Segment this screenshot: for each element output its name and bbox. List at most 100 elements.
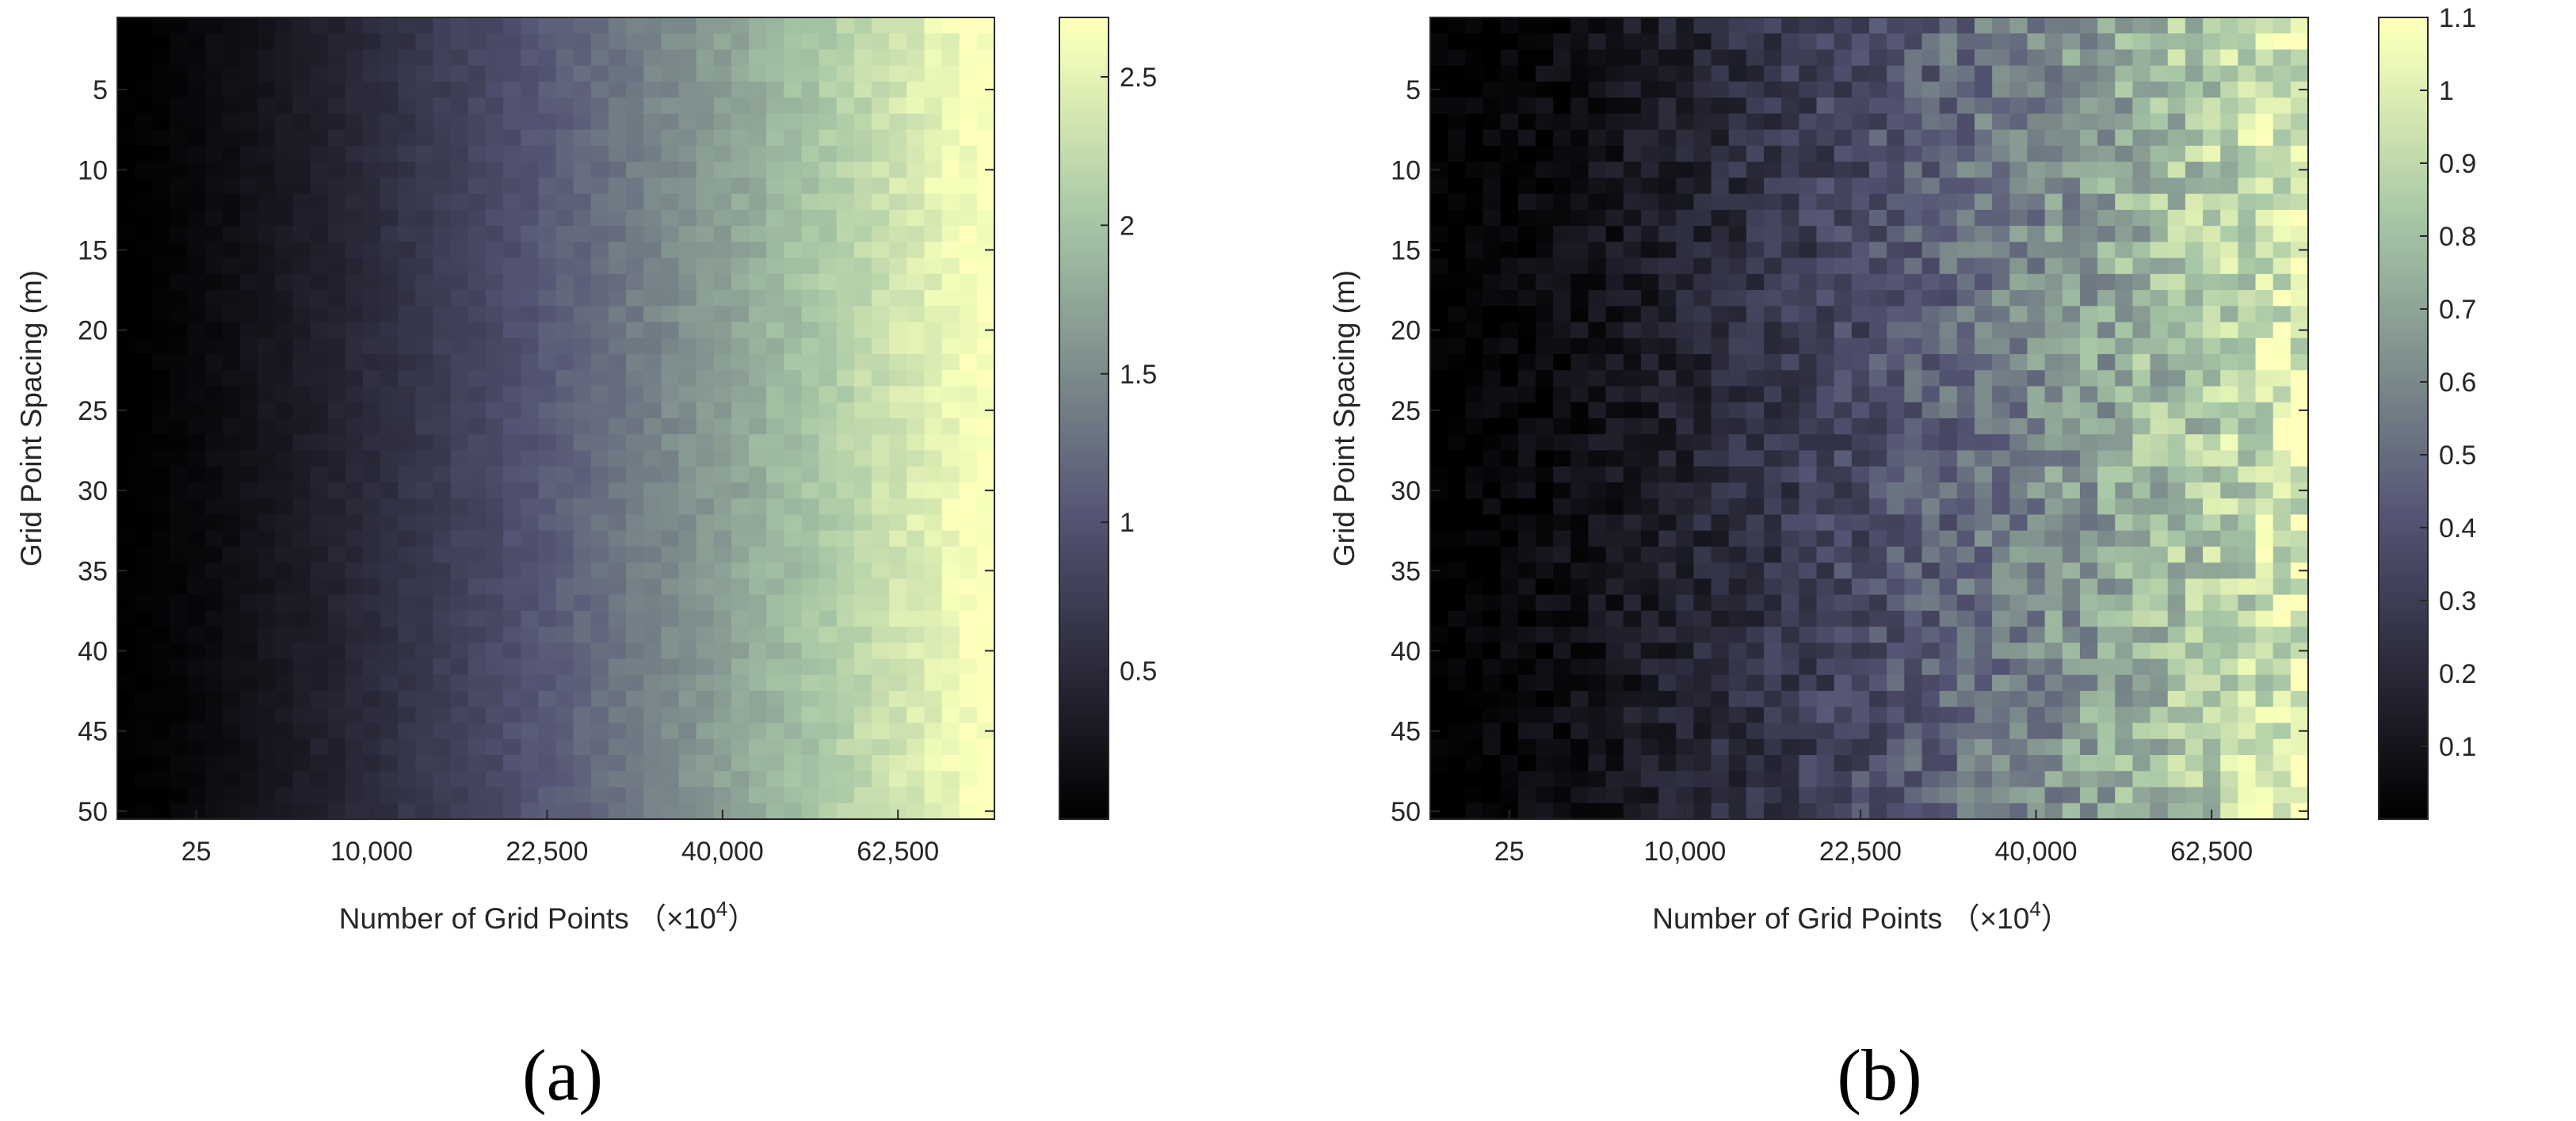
heatmap-cell	[398, 226, 416, 242]
heatmap-cell	[555, 129, 574, 147]
heatmap-cell	[222, 610, 241, 627]
heatmap-cell	[1764, 209, 1782, 227]
heatmap-cell	[2220, 337, 2238, 355]
heatmap-cell	[1570, 402, 1589, 419]
heatmap-cell	[521, 402, 539, 419]
heatmap-cell	[2044, 113, 2063, 131]
heatmap-cell	[2097, 386, 2116, 403]
heatmap-cell	[2079, 658, 2098, 676]
heatmap-cell	[292, 193, 311, 211]
heatmap-cell	[784, 113, 803, 131]
heatmap-cell	[2132, 49, 2151, 67]
heatmap-cell	[1535, 257, 1554, 275]
heatmap-cell	[1887, 530, 1905, 547]
heatmap-cell	[117, 209, 135, 227]
heatmap-cell	[784, 562, 803, 579]
heatmap-cell	[2238, 177, 2257, 195]
heatmap-cell	[467, 17, 487, 34]
heatmap-cell	[2290, 97, 2309, 115]
colorbar-segment	[1059, 814, 1109, 820]
heatmap-cell	[2132, 33, 2151, 51]
heatmap-cell	[1746, 33, 1765, 51]
heatmap-cell	[1992, 226, 2010, 242]
heatmap-cell	[801, 658, 820, 676]
colorbar-segment	[1059, 234, 1109, 238]
heatmap-cell	[1922, 162, 1941, 178]
heatmap-cell	[924, 322, 943, 339]
heatmap-cell	[1799, 498, 1818, 516]
heatmap-cell	[1570, 370, 1589, 387]
heatmap-cell	[327, 65, 346, 82]
heatmap-cell	[590, 787, 609, 804]
heatmap-cell	[135, 402, 153, 419]
heatmap-cell	[608, 755, 627, 772]
heatmap-cell	[2255, 594, 2274, 612]
heatmap-cell	[467, 578, 487, 596]
heatmap-cell	[1887, 466, 1905, 483]
colorbar-tick-label: 2.5	[1120, 63, 1157, 93]
heatmap-cell	[1939, 306, 1958, 323]
heatmap-cell	[1588, 113, 1607, 131]
heatmap-cell	[521, 482, 539, 499]
heatmap-cell	[292, 177, 311, 195]
heatmap-cell	[2044, 594, 2063, 612]
heatmap-cell	[590, 226, 609, 242]
heatmap-cell	[643, 209, 662, 227]
heatmap-cell	[327, 370, 346, 387]
heatmap-cell	[415, 738, 434, 756]
heatmap-cell	[222, 226, 241, 242]
heatmap-cell	[398, 434, 416, 452]
heatmap-cell	[2097, 466, 2116, 483]
heatmap-cell	[380, 257, 399, 275]
heatmap-cell	[1535, 482, 1554, 499]
heatmap-cell	[275, 514, 293, 532]
colorbar-segment	[1059, 742, 1109, 748]
heatmap-cell	[2185, 658, 2204, 676]
heatmap-cell	[1869, 273, 1887, 291]
heatmap-cell	[1746, 514, 1765, 532]
heatmap-cell	[784, 546, 803, 563]
heatmap-cell	[1939, 530, 1958, 547]
heatmap-cell	[1623, 129, 1642, 147]
heatmap-cell	[906, 530, 925, 547]
heatmap-cell	[1956, 226, 1975, 242]
colorbar-segment	[1059, 230, 1109, 234]
heatmap-cell	[2167, 562, 2186, 579]
heatmap-cell	[310, 642, 329, 660]
heatmap-cell	[1746, 691, 1765, 707]
heatmap-cell	[1676, 610, 1694, 627]
heatmap-cell	[1535, 610, 1554, 627]
heatmap-cell	[135, 81, 153, 98]
heatmap-cell	[2044, 514, 2063, 532]
heatmap-cell	[398, 49, 416, 67]
heatmap-cell	[2027, 466, 2046, 483]
heatmap-cell	[1535, 145, 1554, 162]
heatmap-cell	[2238, 33, 2257, 51]
heatmap-cell	[749, 738, 767, 756]
heatmap-cell	[1500, 514, 1519, 532]
heatmap-cell	[906, 177, 925, 195]
heatmap-cell	[398, 33, 416, 51]
heatmap-cell	[380, 738, 399, 756]
heatmap-cell	[1640, 209, 1659, 227]
heatmap-cell	[1605, 209, 1624, 227]
heatmap-cell	[696, 370, 715, 387]
heatmap-cell	[1764, 627, 1782, 643]
colorbar-segment	[1059, 318, 1109, 323]
heatmap-cell	[345, 322, 364, 339]
heatmap-cell	[2009, 113, 2028, 131]
heatmap-cell	[1922, 434, 1941, 452]
heatmap-cell	[801, 642, 820, 660]
heatmap-cell	[380, 306, 399, 323]
heatmap-cell	[327, 674, 346, 692]
heatmap-cell	[608, 113, 627, 131]
heatmap-cell	[889, 755, 907, 772]
heatmap-cell	[380, 273, 399, 291]
heatmap-cell	[941, 290, 960, 307]
heatmap-cell	[713, 674, 732, 692]
heatmap-cell	[872, 723, 890, 740]
heatmap-cell	[239, 354, 258, 371]
heatmap-cell	[187, 386, 206, 403]
heatmap-cell	[784, 177, 803, 195]
heatmap-cell	[1956, 177, 1975, 195]
